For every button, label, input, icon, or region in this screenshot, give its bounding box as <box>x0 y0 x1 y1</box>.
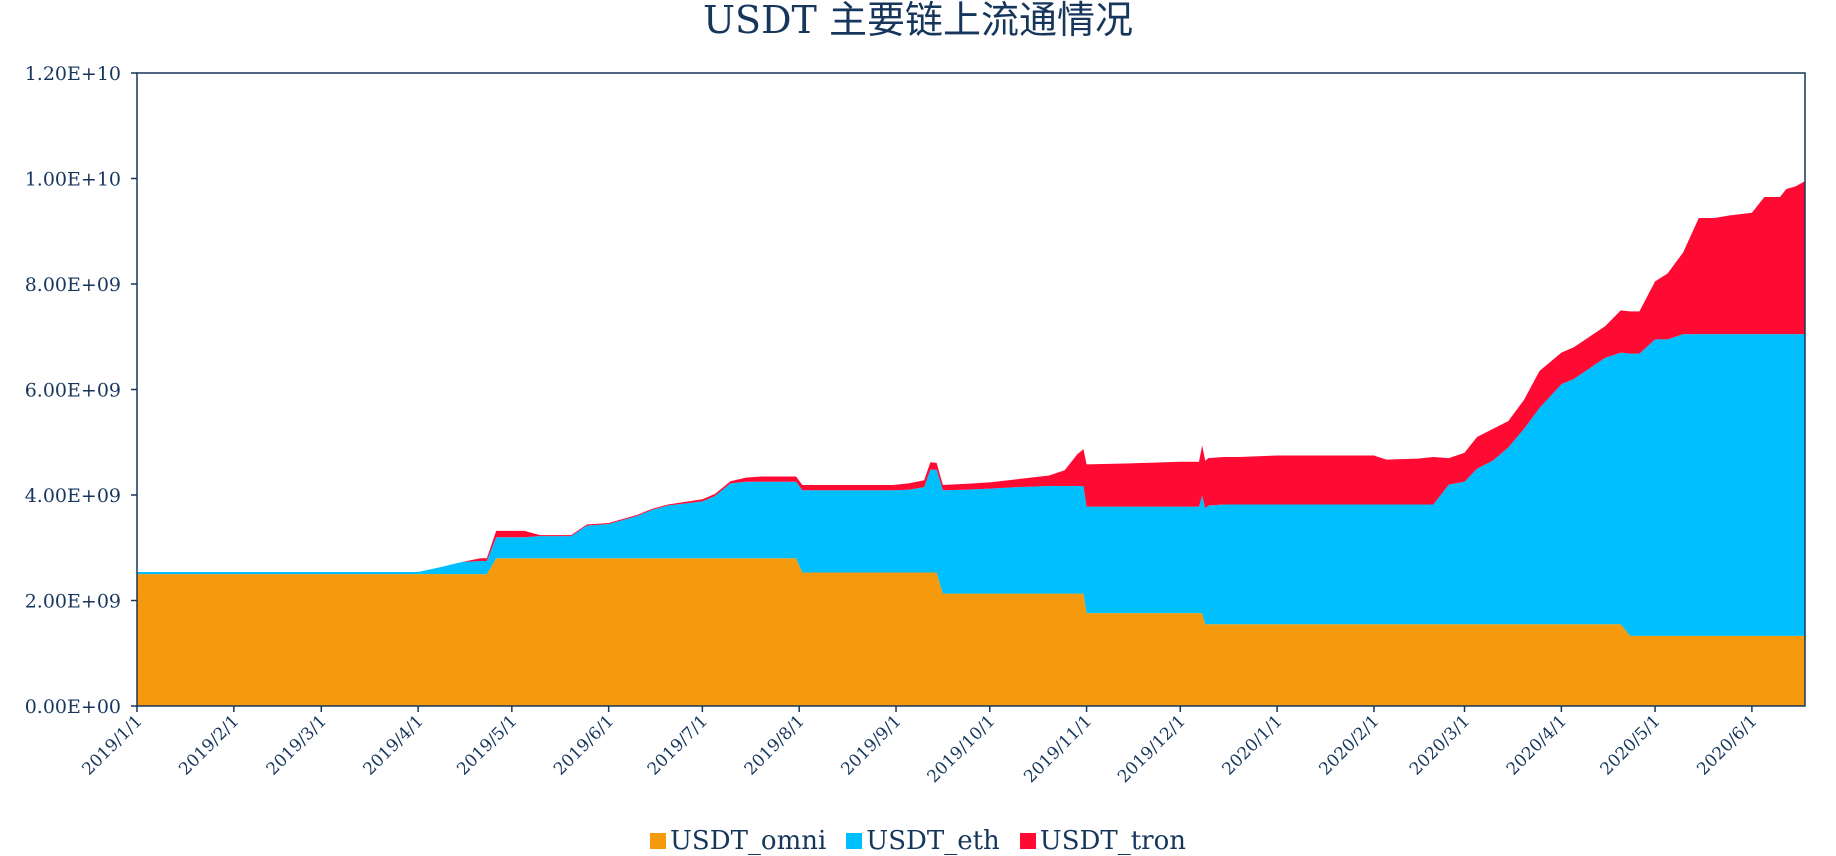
y-tick-label: 8.00E+09 <box>25 274 121 296</box>
legend-label: USDT_omni <box>670 826 827 856</box>
x-tick-label: 2020/5/1 <box>1596 711 1664 779</box>
x-tick-label: 2019/6/1 <box>550 711 618 779</box>
y-tick-label: 6.00E+09 <box>25 380 121 402</box>
x-tick-label: 2020/6/1 <box>1693 711 1761 779</box>
y-tick-label: 1.00E+10 <box>25 169 121 191</box>
legend-label: USDT_eth <box>866 826 1000 856</box>
x-tick-label: 2019/3/1 <box>263 711 331 779</box>
y-tick-label: 0.00E+00 <box>25 696 121 718</box>
area-usdt-eth <box>137 334 1805 636</box>
x-tick-label: 2019/11/1 <box>1020 711 1096 787</box>
x-tick-label: 2019/7/1 <box>644 711 712 779</box>
y-tick-label: 2.00E+09 <box>25 591 121 613</box>
y-tick-label: 4.00E+09 <box>25 485 121 507</box>
x-tick-label: 2020/1/1 <box>1219 711 1287 779</box>
legend-label: USDT_tron <box>1039 826 1186 856</box>
legend: USDT_omni USDT_eth USDT_tron <box>0 826 1836 856</box>
x-tick-label: 2019/1/1 <box>78 711 146 779</box>
x-tick-label: 2019/9/1 <box>837 711 905 779</box>
area-usdt-omni <box>137 558 1805 706</box>
legend-item-usdt-omni: USDT_omni <box>650 826 826 856</box>
legend-item-usdt-eth: USDT_eth <box>846 826 1000 856</box>
x-tick-label: 2019/12/1 <box>1114 711 1190 787</box>
x-tick-label: 2019/2/1 <box>175 711 243 779</box>
x-tick-label: 2019/4/1 <box>360 711 428 779</box>
x-tick-label: 2019/5/1 <box>453 711 521 779</box>
y-axis: 0.00E+00 2.00E+09 4.00E+09 6.00E+09 8.00E+09… <box>25 63 137 718</box>
x-tick-label: 2020/4/1 <box>1503 711 1571 779</box>
x-tick-label: 2019/8/1 <box>741 711 809 779</box>
legend-swatch <box>1019 833 1036 849</box>
area-series-group <box>137 181 1805 706</box>
legend-swatch <box>846 833 863 849</box>
legend-item-usdt-tron: USDT_tron <box>1019 826 1186 856</box>
legend-swatch <box>650 833 667 849</box>
area-usdt-tron <box>137 181 1805 573</box>
y-tick-label: 1.20E+10 <box>25 63 121 85</box>
x-tick-label: 2019/10/1 <box>923 711 999 787</box>
x-axis: 2019/1/1 2019/2/1 2019/3/1 2019/4/1 2019/5/1… <box>78 706 1761 787</box>
x-tick-label: 2020/3/1 <box>1406 711 1474 779</box>
chart-title: USDT 主要链上流通情况 <box>703 0 1133 42</box>
x-tick-label: 2020/2/1 <box>1315 711 1383 779</box>
